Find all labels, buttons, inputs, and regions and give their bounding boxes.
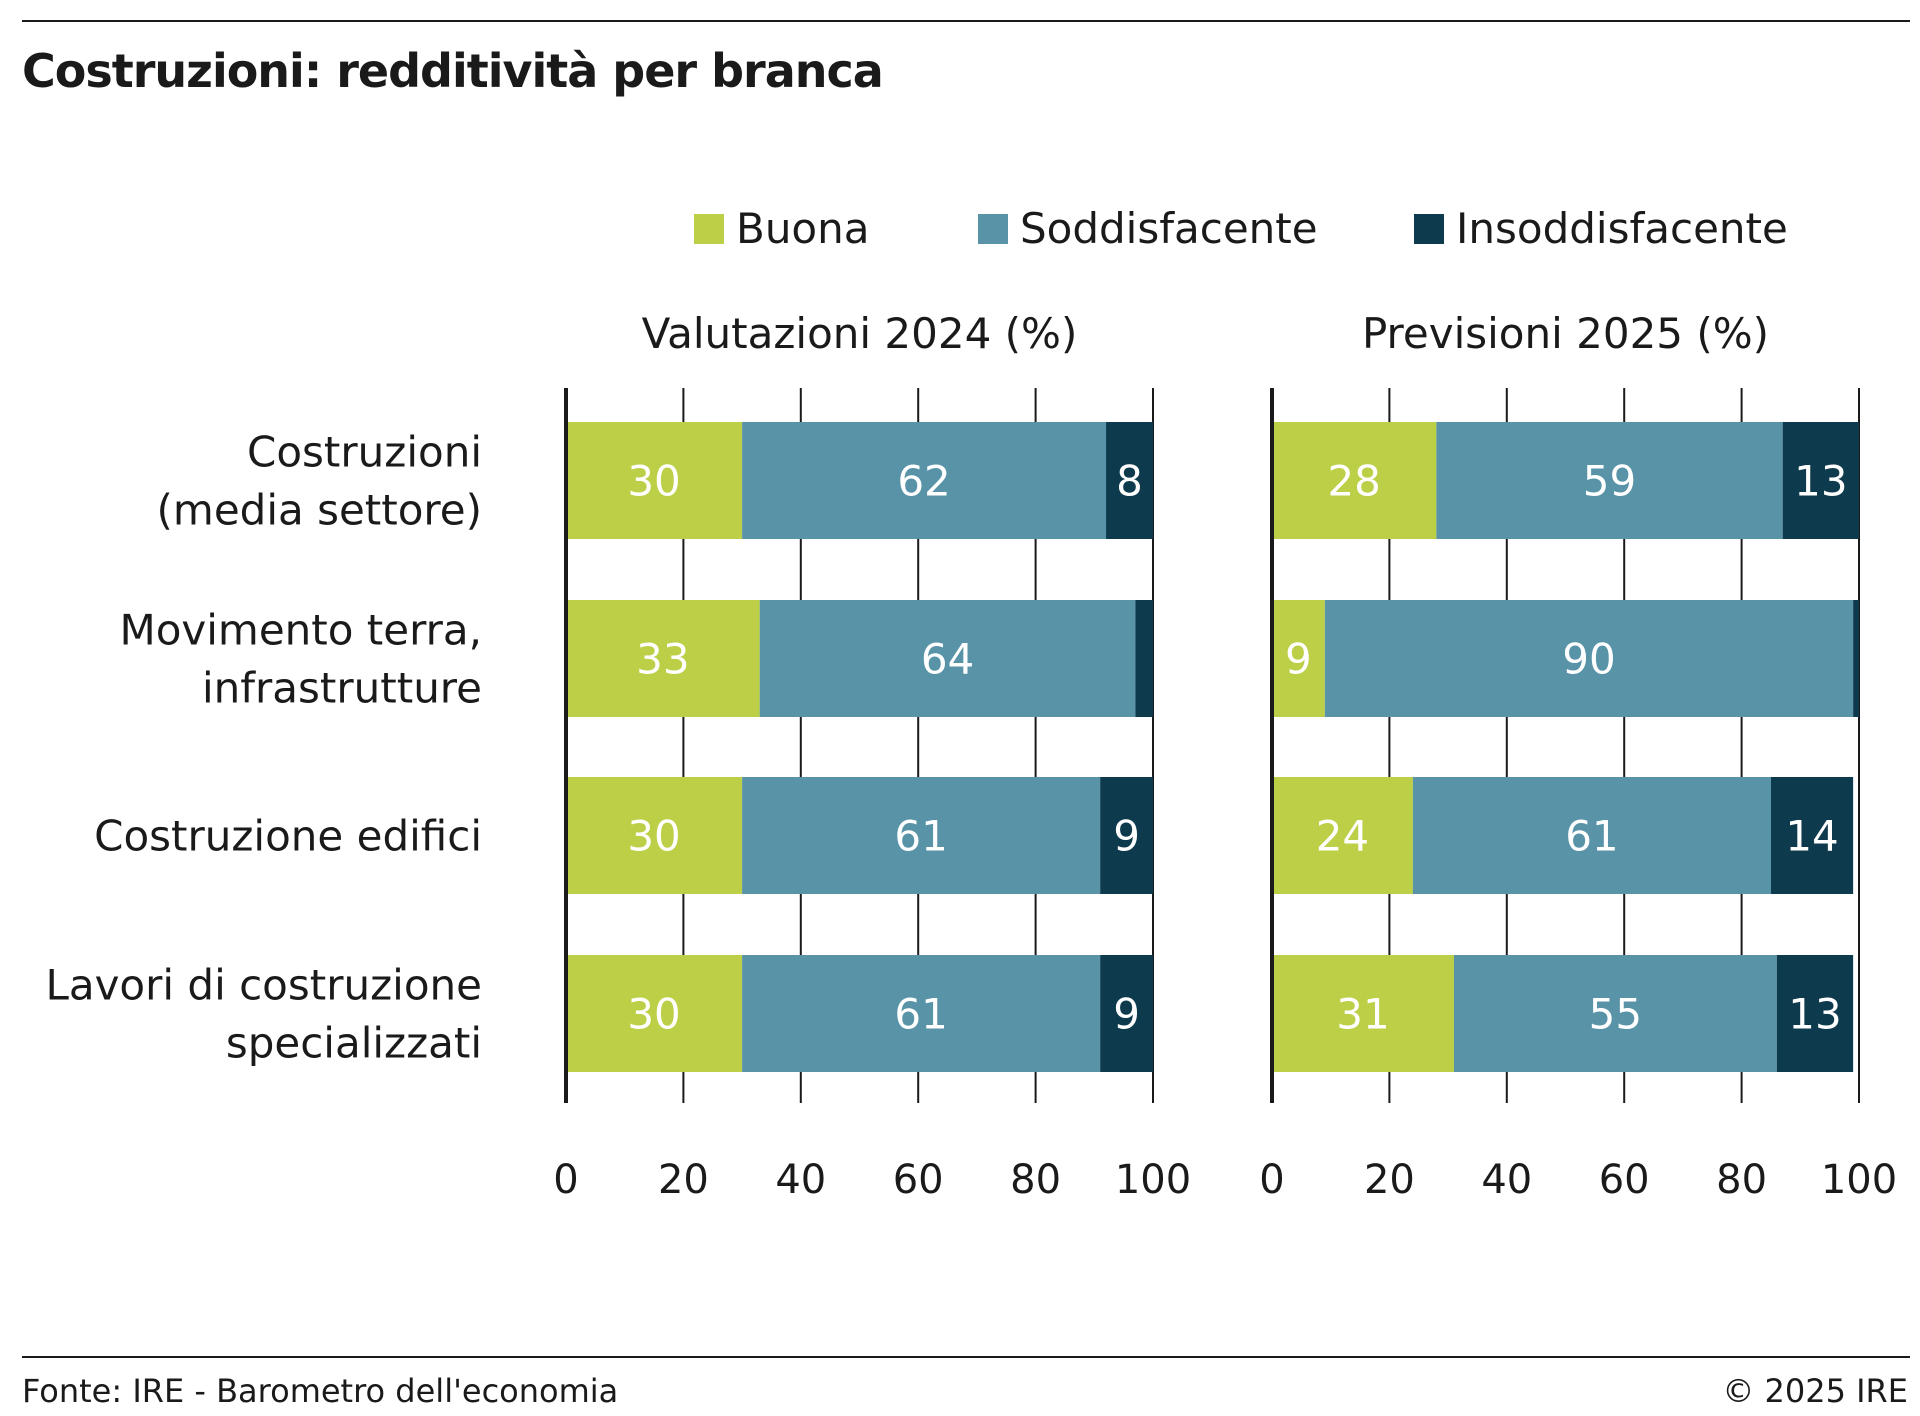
panel-2-bar-movimento-terra-infrastrutture-soddisfacente [1324,600,1854,717]
category-label-costruzioni-media-settore-line-1: Costruzioni [247,428,482,477]
legend: Buona Soddisfacente Insoddisfacente [0,204,1920,264]
legend-item-buona: Buona [694,204,870,253]
panel-1-bar-lavori-di-costruzione-specializzati-soddisfacente [742,955,1101,1072]
panel-1-bar-movimento-terra-infrastrutture-insoddisfacente [1135,600,1153,717]
category-label-lavori-di-costruzione-specializzati-line-2: specializzati [226,1019,482,1068]
legend-label-insoddisfacente: Insoddisfacente [1456,204,1788,253]
panel-1-bar-costruzioni-media-settore-soddisfacente [742,422,1107,539]
category-label-movimento-terra-infrastrutture-line-2: infrastrutture [202,664,482,713]
panel-1-tick-label-80: 80 [1010,1157,1061,1203]
category-label-lavori-di-costruzione-specializzati-line-1: Lavori di costruzione [45,961,482,1010]
chart-title: Costruzioni: redditività per branca [22,44,884,98]
panel-2-title: Previsioni 2025 (%) [1362,309,1769,358]
panel-1-bar-costruzione-edifici-soddisfacente-label: 61 [894,812,947,861]
panel-1-bar-costruzione-edifici-insoddisfacente [1100,777,1153,894]
panel-2-tick-label-60: 60 [1599,1157,1650,1203]
panel-2-bar-movimento-terra-infrastrutture-soddisfacente-label: 90 [1562,635,1615,684]
panel-1-tick-label-100: 100 [1115,1157,1191,1203]
panel-1-bar-costruzioni-media-settore-buona [566,422,743,539]
legend-item-insoddisfacente: Insoddisfacente [1414,204,1788,253]
panel-2-bar-lavori-di-costruzione-specializzati-soddisfacente-label: 55 [1589,990,1642,1039]
panel-1-tick-label-40: 40 [775,1157,826,1203]
category-label-costruzione-edifici-line-1: Costruzione edifici [94,812,482,861]
panel-2-bar-costruzione-edifici-insoddisfacente [1770,777,1854,894]
panel-2-bar-costruzione-edifici-buona [1272,777,1413,894]
panel-2-bar-lavori-di-costruzione-specializzati-soddisfacente [1453,955,1777,1072]
legend-swatch-soddisfacente [978,213,1008,244]
panel-1-bar-movimento-terra-infrastrutture-soddisfacente [759,600,1136,717]
panel-2-tick-label-80: 80 [1716,1157,1767,1203]
panel-1-bar-costruzione-edifici-soddisfacente [742,777,1101,894]
panel-1-bar-lavori-di-costruzione-specializzati-buona [566,955,743,1072]
panel-2-bar-costruzioni-media-settore-insoddisfacente-label: 13 [1794,457,1847,506]
panel-1-bar-movimento-terra-infrastrutture-soddisfacente-label: 64 [921,635,974,684]
panel-1-bar-movimento-terra-infrastrutture-buona-label: 33 [636,635,689,684]
panel-2-bar-costruzioni-media-settore-buona [1272,422,1437,539]
panel-2-bar-movimento-terra-infrastrutture-buona-label: 9 [1285,635,1312,684]
category-label-costruzioni-media-settore-line-2: (media settore) [157,486,482,535]
panel-1-tick-label-0: 0 [553,1157,578,1203]
legend-label-soddisfacente: Soddisfacente [1020,204,1318,253]
top-rule [22,20,1910,22]
legend-swatch-buona [694,213,724,244]
legend-label-buona: Buona [736,204,870,253]
panel-1-bar-costruzione-edifici-buona [566,777,743,894]
panel-2-bar-costruzione-edifici-buona-label: 24 [1316,812,1369,861]
panel-2-bar-costruzioni-media-settore-buona-label: 28 [1327,457,1380,506]
panel-2-bar-costruzione-edifici-soddisfacente [1412,777,1771,894]
panel-2-bar-costruzione-edifici-soddisfacente-label: 61 [1565,812,1618,861]
category-label-movimento-terra-infrastrutture-line-1: Movimento terra, [119,606,482,655]
copyright-note: © 2025 IRE [1722,1372,1908,1410]
panel-1-tick-label-60: 60 [893,1157,944,1203]
panel-2-tick-label-20: 20 [1364,1157,1415,1203]
panel-1-bar-lavori-di-costruzione-specializzati-buona-label: 30 [627,990,680,1039]
panel-2-bar-costruzioni-media-settore-soddisfacente-label: 59 [1583,457,1636,506]
panel-1-bar-costruzioni-media-settore-insoddisfacente-label: 8 [1116,457,1143,506]
panel-1-bar-movimento-terra-infrastrutture-buona [566,600,760,717]
panel-1-title: Valutazioni 2024 (%) [642,309,1078,358]
panel-2-bar-costruzioni-media-settore-insoddisfacente [1782,422,1859,539]
panel-1-bar-lavori-di-costruzione-specializzati-insoddisfacente [1100,955,1153,1072]
panel-2-bar-lavori-di-costruzione-specializzati-buona-label: 31 [1336,990,1389,1039]
panel-2-tick-label-40: 40 [1481,1157,1532,1203]
panel-1-bar-costruzione-edifici-insoddisfacente-label: 9 [1113,812,1140,861]
panel-1-tick-label-20: 20 [658,1157,709,1203]
bottom-rule [22,1356,1910,1358]
panel-2-bar-movimento-terra-infrastrutture-buona [1272,600,1325,717]
source-note: Fonte: IRE - Barometro dell'economia [22,1372,619,1410]
panel-2-bar-costruzione-edifici-insoddisfacente-label: 14 [1785,812,1838,861]
panel-1-bar-costruzioni-media-settore-insoddisfacente [1106,422,1153,539]
panel-2-bar-lavori-di-costruzione-specializzati-insoddisfacente-label: 13 [1788,990,1841,1039]
panel-1-bar-costruzioni-media-settore-buona-label: 30 [627,457,680,506]
panel-2-tick-label-0: 0 [1259,1157,1284,1203]
panel-1-bar-lavori-di-costruzione-specializzati-insoddisfacente-label: 9 [1113,990,1140,1039]
panel-2-bar-lavori-di-costruzione-specializzati-buona [1272,955,1454,1072]
panel-2-tick-label-100: 100 [1821,1157,1897,1203]
panel-1-bar-lavori-di-costruzione-specializzati-soddisfacente-label: 61 [894,990,947,1039]
panel-1-bar-costruzione-edifici-buona-label: 30 [627,812,680,861]
panel-2-bar-movimento-terra-infrastrutture-insoddisfacente [1853,600,1859,717]
legend-swatch-insoddisfacente [1414,213,1444,244]
panel-2-bar-costruzioni-media-settore-soddisfacente [1436,422,1783,539]
panel-1-bar-costruzioni-media-settore-soddisfacente-label: 62 [897,457,950,506]
legend-item-soddisfacente: Soddisfacente [978,204,1318,253]
panel-2-bar-lavori-di-costruzione-specializzati-insoddisfacente [1776,955,1854,1072]
